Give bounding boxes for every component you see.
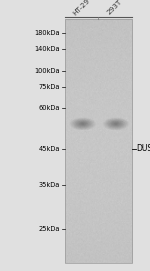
Text: HT-29: HT-29 xyxy=(72,0,91,16)
Text: DUSP6: DUSP6 xyxy=(136,144,150,153)
Text: 293T: 293T xyxy=(106,0,123,15)
Bar xyxy=(64,19,132,263)
Text: 75kDa: 75kDa xyxy=(39,84,60,90)
Text: 45kDa: 45kDa xyxy=(39,146,60,151)
Text: 35kDa: 35kDa xyxy=(39,182,60,188)
Text: 140kDa: 140kDa xyxy=(34,46,60,52)
Text: 25kDa: 25kDa xyxy=(39,226,60,232)
Text: 100kDa: 100kDa xyxy=(34,68,60,74)
Text: 60kDa: 60kDa xyxy=(39,105,60,111)
Text: 180kDa: 180kDa xyxy=(34,30,60,36)
